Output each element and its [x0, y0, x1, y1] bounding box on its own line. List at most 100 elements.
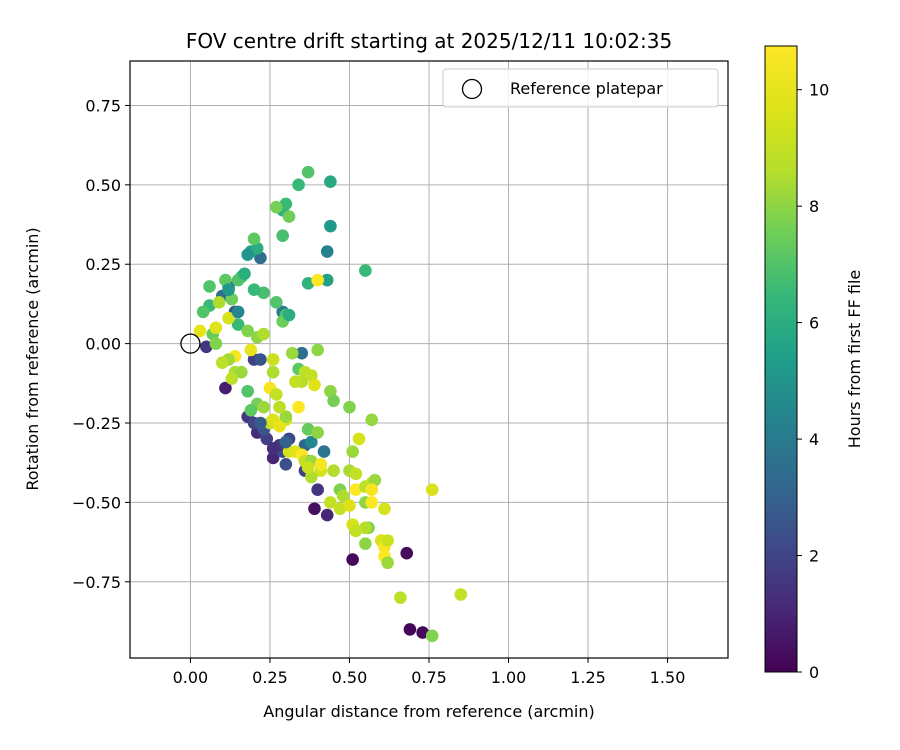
- legend: Reference platepar: [442, 68, 719, 108]
- data-point: [343, 400, 356, 414]
- data-point: [346, 553, 359, 566]
- data-point: [305, 435, 318, 449]
- data-point: [301, 276, 315, 290]
- data-point: [349, 524, 363, 538]
- colorbar-label: Hours from first FF file: [845, 270, 864, 449]
- data-point: [241, 248, 254, 262]
- data-point: [266, 442, 280, 455]
- reference-point-marker: [180, 333, 201, 354]
- data-point: [311, 483, 324, 496]
- data-point: [289, 375, 302, 389]
- data-point: [257, 327, 270, 341]
- data-point: [292, 400, 305, 414]
- data-point: [324, 384, 337, 398]
- data-point: [301, 461, 315, 474]
- legend-reference-marker: [461, 78, 483, 100]
- colorbar-tick-label: 10: [809, 81, 829, 100]
- data-point: [222, 283, 235, 296]
- data-point: [317, 445, 331, 458]
- x-tick-label: 0.50: [332, 668, 368, 687]
- data-point: [365, 496, 379, 509]
- data-point: [247, 232, 261, 246]
- data-point: [273, 400, 286, 414]
- data-point: [247, 283, 261, 296]
- data-point: [266, 451, 280, 465]
- data-point: [365, 483, 379, 496]
- x-tick-label: 0.25: [252, 668, 288, 687]
- data-point: [212, 296, 226, 309]
- data-point: [327, 464, 340, 477]
- data-point: [301, 423, 315, 436]
- data-point: [244, 404, 258, 417]
- x-tick-label: 1.25: [570, 668, 606, 687]
- data-point: [241, 324, 254, 338]
- data-point: [215, 356, 229, 369]
- data-point: [336, 489, 350, 503]
- data-point: [231, 318, 245, 331]
- data-point: [400, 546, 414, 560]
- data-point: [324, 219, 337, 233]
- data-point: [343, 499, 356, 512]
- y-axis-label: Rotation from reference (arcmin): [23, 227, 42, 490]
- data-point: [254, 251, 267, 265]
- colorbar-tick-label: 8: [809, 197, 819, 216]
- data-point: [219, 273, 232, 287]
- data-point: [365, 413, 379, 427]
- data-point: [193, 324, 207, 338]
- data-point: [257, 400, 270, 414]
- data-point: [225, 292, 239, 306]
- data-point: [301, 165, 315, 179]
- data-point: [279, 435, 293, 449]
- data-point: [231, 305, 245, 319]
- y-tick-label: 0.00: [85, 335, 121, 354]
- x-axis-label: Angular distance from reference (arcmin): [263, 702, 594, 721]
- data-point: [308, 378, 321, 392]
- data-point: [311, 426, 324, 439]
- data-point: [279, 410, 293, 423]
- data-point: [295, 346, 309, 360]
- data-point: [260, 432, 274, 446]
- colorbar-tick-label: 2: [809, 547, 819, 566]
- data-point: [381, 556, 394, 570]
- data-point: [254, 353, 267, 366]
- data-point: [381, 534, 394, 547]
- data-point: [250, 242, 264, 255]
- data-point: [219, 381, 232, 395]
- data-point: [308, 502, 321, 516]
- data-point: [359, 521, 372, 535]
- data-point: [368, 473, 382, 487]
- data-point: [320, 273, 334, 287]
- data-point: [266, 353, 280, 366]
- data-point: [222, 311, 235, 325]
- colorbar-gradient: [764, 45, 798, 673]
- legend-reference-label: Reference platepar: [510, 79, 663, 98]
- data-point: [305, 369, 318, 382]
- data-point: [257, 286, 270, 300]
- data-point: [244, 343, 258, 357]
- colorbar-tick-label: 4: [809, 430, 819, 449]
- legend-box: [442, 68, 719, 108]
- y-tick-label: 0.75: [85, 96, 121, 115]
- data-point: [209, 321, 223, 335]
- y-axis-ticks: −0.75 −0.50 −0.25 0.00 0.25 0.50 0.75: [72, 96, 130, 592]
- colorbar-tick-label: 6: [809, 314, 819, 333]
- data-point: [346, 445, 359, 458]
- data-point: [279, 197, 293, 211]
- data-point: [285, 346, 299, 360]
- chart-title: FOV centre drift starting at 2025/12/11 …: [186, 29, 672, 53]
- data-point: [266, 365, 280, 379]
- data-point: [292, 178, 305, 192]
- data-point: [238, 267, 251, 281]
- data-point: [378, 502, 391, 516]
- y-tick-label: −0.50: [72, 493, 121, 512]
- y-tick-label: 0.25: [85, 255, 121, 274]
- data-point: [394, 591, 407, 604]
- data-point: [200, 340, 213, 354]
- data-point: [403, 623, 417, 636]
- data-point: [320, 508, 334, 522]
- y-tick-label: 0.50: [85, 176, 121, 195]
- data-point: [333, 502, 347, 516]
- data-points: [193, 165, 468, 643]
